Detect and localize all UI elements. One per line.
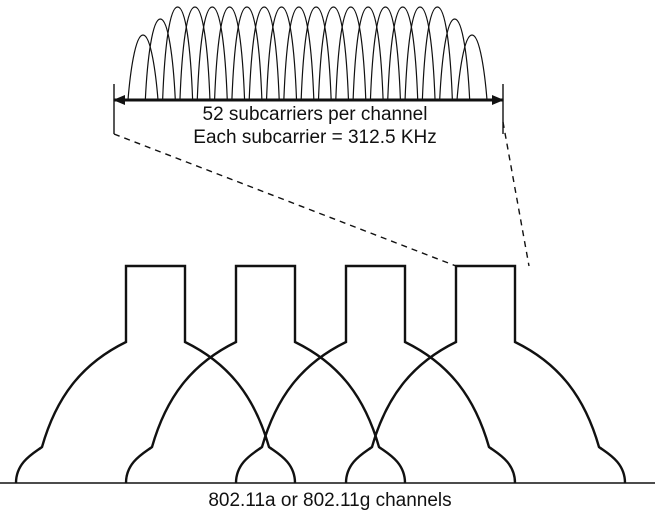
- subcarrier-lobe: [317, 6, 350, 101]
- subcarrier-lobe: [179, 6, 211, 101]
- zoom-dashed-line-right: [502, 121, 530, 267]
- subcarrier-lobe: [300, 6, 332, 101]
- channels-caption: 802.11a or 802.11g channels: [208, 490, 452, 511]
- channel-mask-1: [14, 264, 297, 484]
- subcarrier-lobe: [352, 6, 384, 101]
- subcarrier-width-label: Each subcarrier = 312.5 KHz: [193, 127, 437, 148]
- subcarrier-lobe: [248, 6, 280, 101]
- subcarrier-lobe: [369, 6, 402, 101]
- channel-mask-4: [344, 264, 627, 484]
- subcarrier-lobe: [196, 6, 228, 101]
- channel-masks: [14, 264, 627, 484]
- subcarrier-lobe: [335, 6, 367, 101]
- subcarrier-lobe: [456, 34, 488, 101]
- subcarrier-lobe: [127, 34, 159, 101]
- subcarrier-lobe: [162, 6, 194, 101]
- subcarrier-lobe: [421, 6, 453, 101]
- subcarrier-lobe: [387, 6, 419, 101]
- subcarrier-lobe: [439, 18, 471, 101]
- subcarrier-lobe: [404, 6, 436, 101]
- channel-mask-2: [124, 264, 407, 484]
- subcarrier-lobe: [213, 6, 246, 101]
- subcarrier-lobe: [283, 6, 315, 101]
- subcarrier-lobe: [265, 6, 298, 101]
- subcarrier-count-label: 52 subcarriers per channel: [202, 104, 428, 125]
- subcarrier-spectrum: [127, 6, 488, 101]
- channel-mask-3: [234, 264, 517, 484]
- subcarrier-lobe: [231, 6, 263, 101]
- zoom-dashed-line-left: [113, 133, 457, 267]
- subcarrier-lobe: [144, 18, 176, 101]
